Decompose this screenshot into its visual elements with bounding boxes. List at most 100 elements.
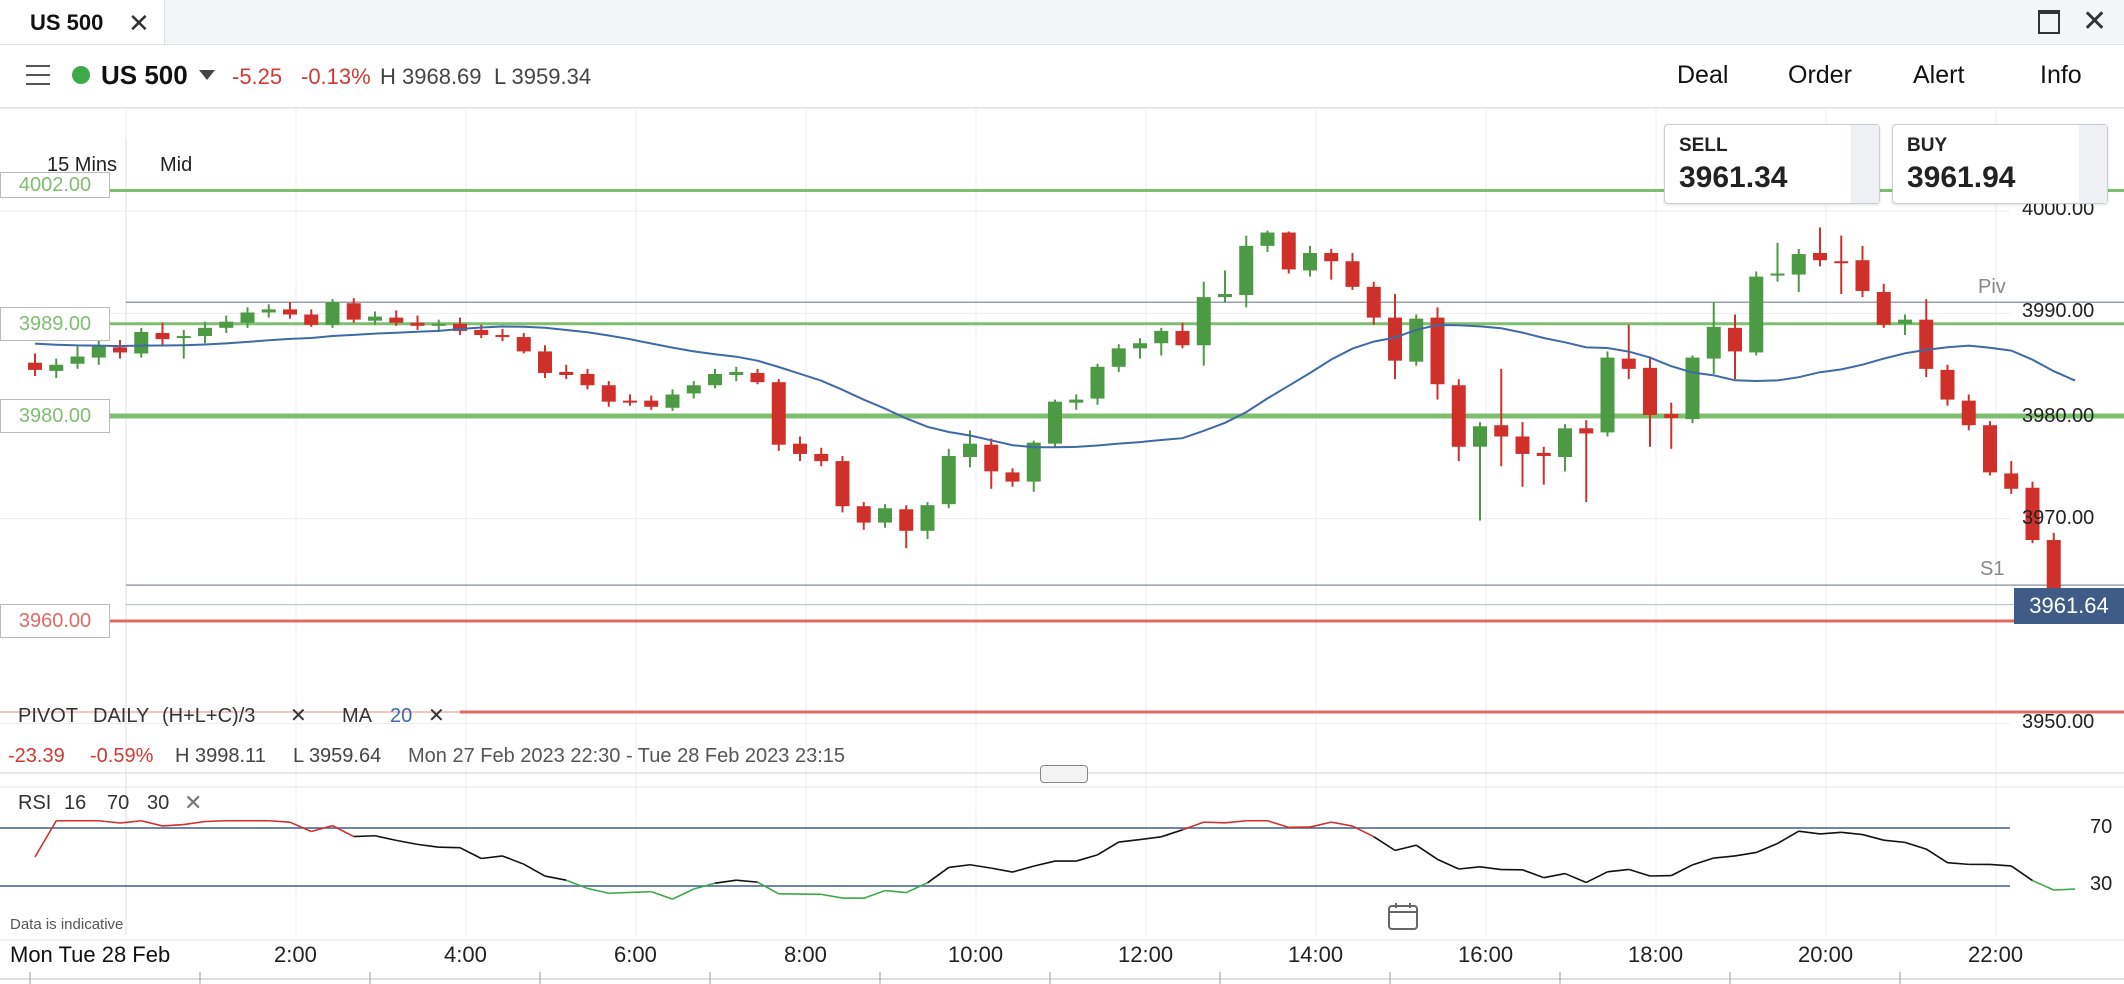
candle-body (453, 323, 467, 331)
remove-rsi-icon[interactable]: ✕ (184, 790, 203, 815)
candle-body (91, 346, 106, 358)
rsi-segment (353, 834, 376, 838)
candle-body (1600, 357, 1615, 433)
candle-body (814, 453, 829, 462)
buy-label: BUY (1907, 135, 1948, 156)
rsi-segment (565, 879, 588, 890)
level-tag-4002[interactable]: 4002.00 (0, 172, 110, 198)
nav-info[interactable]: Info (2040, 61, 2082, 89)
rsi-segment (1076, 854, 1098, 862)
ma-line (34, 323, 2076, 449)
candle-body (729, 371, 744, 375)
rsi-segment (1862, 833, 1884, 841)
candle-body (665, 394, 680, 408)
candle-body (1536, 452, 1551, 456)
rsi-segment (1925, 848, 1948, 864)
chevron-down-icon[interactable] (199, 70, 215, 80)
rsi-segment (1373, 835, 1396, 852)
rsi-segment (417, 843, 439, 848)
x-date-label: Mon Tue 28 Feb (10, 942, 171, 967)
candle-body (1324, 253, 1339, 262)
candle-body (28, 362, 42, 370)
rsi-segment (1182, 821, 1205, 831)
ma-period: 20 (390, 705, 413, 727)
candle-body (1643, 367, 1657, 415)
candle-body (49, 364, 64, 371)
candle-body (1366, 286, 1381, 318)
timeframe-selector[interactable]: 15 Mins (47, 154, 118, 176)
sell-button[interactable]: SELL 3961.34 (1664, 124, 1880, 204)
rsi-segment (1394, 844, 1417, 852)
candle-body (1239, 245, 1254, 296)
rsi-segment (2053, 888, 2076, 891)
close-icon[interactable]: ✕ (128, 8, 150, 38)
maximize-icon[interactable] (2038, 10, 2060, 34)
x-tick: 22:00 (1968, 942, 2024, 967)
rsi-upper: 70 (107, 792, 130, 814)
buy-button[interactable]: BUY 3961.94 (1892, 124, 2108, 204)
pivot-period: DAILY (93, 705, 150, 727)
candle-body (1749, 276, 1764, 353)
rsi-segment (1734, 851, 1757, 857)
rsi-segment (1883, 839, 1906, 844)
price-type-selector[interactable]: Mid (160, 154, 193, 176)
rsi-segment (1692, 857, 1714, 866)
calendar-icon[interactable] (1388, 902, 1418, 930)
sell-price: 3961.34 (1679, 161, 1788, 194)
level-tag-3980[interactable]: 3980.00 (0, 399, 110, 433)
rsi-segment (1585, 871, 1608, 884)
rsi-segment (1267, 819, 1289, 829)
level-tag-3960[interactable]: 3960.00 (0, 604, 110, 638)
hamburger-icon[interactable] (26, 65, 50, 85)
rsi-segment (438, 846, 461, 849)
ma-indicator-label[interactable]: MA (342, 705, 372, 727)
remove-pivot-icon[interactable]: ✕ (290, 705, 307, 727)
candle-body (1494, 425, 1509, 437)
x-tick: 10:00 (948, 942, 1004, 967)
nav-deal[interactable]: Deal (1677, 61, 1729, 89)
pivot-label: Piv (1978, 276, 2006, 298)
candle-body (1473, 426, 1487, 447)
pivot-formula: (H+L+C)/3 (162, 705, 256, 727)
rsi-segment (905, 882, 928, 894)
rsi-segment (268, 819, 291, 823)
remove-ma-icon[interactable]: ✕ (428, 705, 445, 727)
rsi-segment (311, 824, 333, 833)
rsi-segment (884, 889, 907, 894)
x-tick: 8:00 (784, 942, 827, 967)
pivot-indicator-label[interactable]: PIVOT (18, 705, 79, 727)
candle-body (856, 506, 871, 523)
level-tag-3989[interactable]: 3989.00 (0, 307, 110, 341)
header-high: H 3968.69 (380, 64, 482, 89)
pane-resize-handle[interactable] (1040, 765, 1088, 783)
candle-body (601, 385, 616, 402)
tab-us500[interactable]: US 500 ✕ (0, 0, 165, 44)
candle-body (963, 443, 977, 457)
rsi-segment (1543, 872, 1566, 879)
sell-label: SELL (1679, 135, 1728, 156)
nav-alert[interactable]: Alert (1913, 61, 1965, 89)
rsi-segment (1989, 863, 2012, 867)
market-name[interactable]: US 500 (101, 60, 188, 90)
candle-body (538, 351, 552, 373)
candle-body (1175, 330, 1190, 346)
nav-order[interactable]: Order (1788, 61, 1852, 89)
close-window-icon[interactable]: ✕ (2082, 5, 2108, 38)
candle-body (1005, 472, 1020, 482)
y-tick-3980: 3980.00 (2022, 405, 2095, 427)
summary-change: -23.39 (8, 745, 65, 767)
rsi-indicator-label[interactable]: RSI (18, 792, 52, 814)
rsi-segment (693, 882, 716, 890)
candle-body (1026, 442, 1041, 482)
candle-body (1451, 385, 1466, 447)
candle-body (1430, 317, 1445, 385)
candle-body (644, 400, 659, 407)
candle-body (941, 455, 956, 505)
candle-body (134, 331, 149, 354)
rsi-segment (34, 820, 57, 858)
x-tick: 14:00 (1288, 942, 1344, 967)
buy-price: 3961.94 (1907, 161, 2016, 194)
rsi-segment (141, 819, 163, 827)
rsi-segment (1139, 836, 1162, 841)
